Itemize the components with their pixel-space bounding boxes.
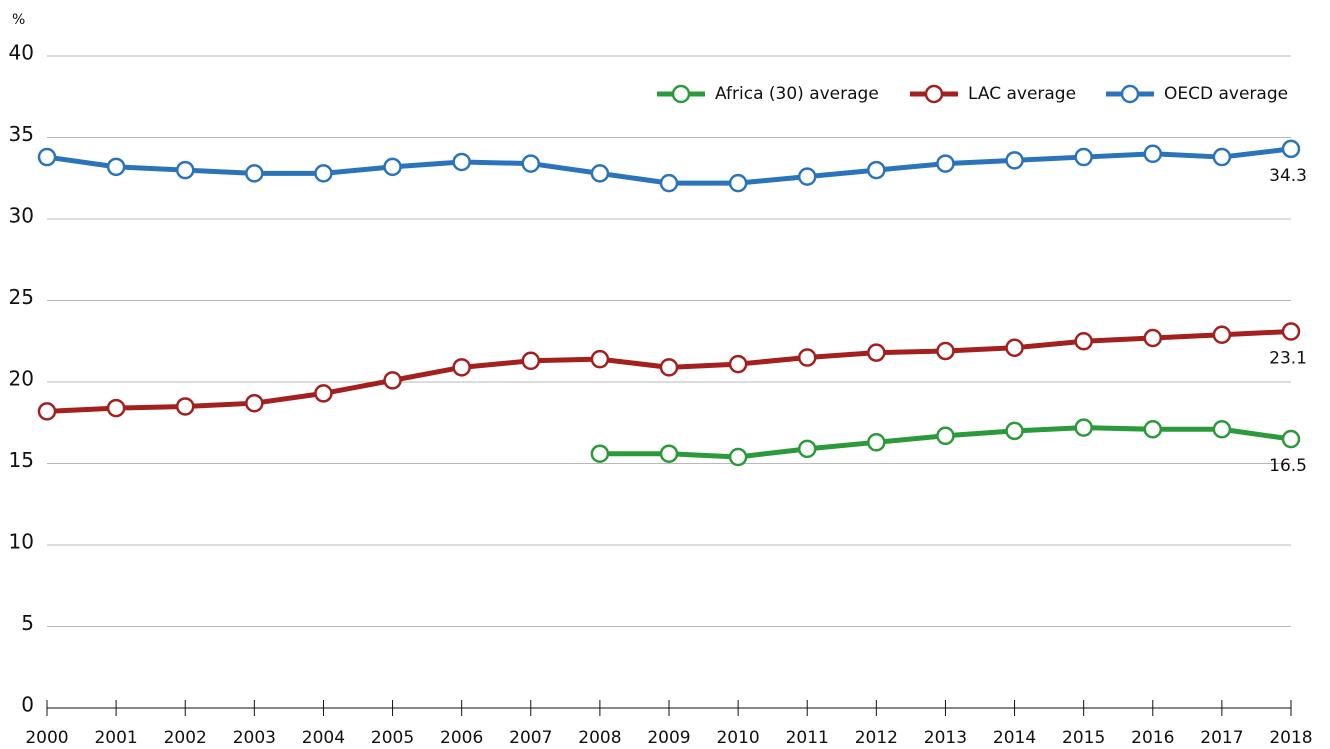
y-tick-label: 40	[9, 41, 34, 65]
end-label: 23.1	[1269, 348, 1307, 368]
point	[590, 444, 610, 463]
legend-label: Africa (30) average	[715, 84, 879, 104]
x-tick-label: 2003	[233, 728, 276, 748]
point	[936, 154, 955, 173]
point	[521, 154, 541, 173]
x-tick-label: 2013	[924, 728, 967, 748]
x-tick-label: 2012	[855, 728, 898, 748]
point	[728, 447, 748, 467]
x-tick-label: 2000	[25, 728, 68, 748]
point	[1005, 151, 1024, 170]
point	[1074, 147, 1093, 167]
point	[659, 358, 679, 377]
x-tick-label: 2015	[1062, 728, 1105, 748]
point	[245, 164, 264, 183]
y-tick-label: 0	[21, 693, 34, 717]
legend-marker	[924, 84, 944, 104]
x-tick-label: 2009	[647, 728, 690, 748]
point	[867, 433, 886, 452]
point	[106, 398, 126, 418]
point	[1212, 420, 1232, 439]
point	[452, 358, 471, 377]
point	[383, 371, 402, 390]
point	[1143, 328, 1163, 348]
point	[1281, 139, 1301, 159]
x-tick-label: 2005	[371, 728, 414, 748]
legend-label: OECD average	[1164, 84, 1288, 104]
point	[452, 152, 471, 172]
point	[37, 147, 57, 167]
x-tick-label: 2001	[94, 728, 137, 748]
point	[37, 402, 57, 421]
point	[936, 426, 955, 446]
point	[936, 341, 955, 361]
y-tick-label: 35	[9, 122, 34, 146]
x-tick-label: 2010	[716, 728, 759, 748]
point	[659, 444, 679, 463]
point	[314, 164, 333, 183]
x-tick-label: 2016	[1131, 728, 1174, 748]
x-tick-label: 2004	[302, 728, 345, 748]
end-label: 16.5	[1269, 456, 1307, 476]
point	[1005, 421, 1024, 441]
y-tick-label: 5	[21, 611, 34, 635]
end-label: 34.3	[1269, 166, 1307, 186]
point	[383, 157, 402, 177]
point	[175, 397, 195, 416]
x-tick-label: 2002	[164, 728, 207, 748]
point	[797, 439, 817, 459]
y-axis-label: %	[12, 12, 25, 28]
point	[1281, 429, 1301, 449]
y-tick-label: 10	[9, 530, 34, 554]
x-tick-label: 2007	[509, 728, 552, 748]
y-tick-label: 15	[9, 448, 34, 472]
y-tick-label: 20	[9, 367, 34, 391]
x-tick-label: 2008	[578, 728, 621, 748]
point	[1281, 322, 1301, 341]
y-tick-label: 25	[9, 285, 34, 309]
point	[245, 393, 264, 413]
point	[867, 160, 886, 180]
point	[1074, 332, 1093, 351]
x-tick-label: 2011	[786, 728, 829, 748]
point	[659, 173, 679, 193]
point	[797, 167, 817, 186]
point	[314, 384, 333, 403]
point	[867, 343, 886, 362]
legend-marker	[1120, 84, 1140, 104]
x-tick-label: 2017	[1200, 728, 1243, 748]
point	[521, 351, 541, 371]
point	[728, 173, 748, 193]
point	[797, 348, 817, 367]
point	[175, 160, 195, 180]
legend-label: LAC average	[968, 84, 1076, 104]
x-tick-label: 2018	[1269, 728, 1312, 748]
point	[590, 164, 610, 183]
point	[1074, 418, 1093, 437]
x-tick-label: 2006	[440, 728, 483, 748]
point	[1212, 325, 1232, 344]
point	[1143, 420, 1163, 439]
point	[590, 349, 610, 369]
point	[728, 354, 748, 374]
point	[1143, 144, 1163, 164]
y-tick-label: 30	[9, 204, 34, 228]
point	[106, 157, 126, 177]
point	[1005, 338, 1024, 358]
point	[1212, 147, 1232, 167]
x-tick-label: 2014	[993, 728, 1036, 748]
legend-marker	[671, 84, 691, 104]
